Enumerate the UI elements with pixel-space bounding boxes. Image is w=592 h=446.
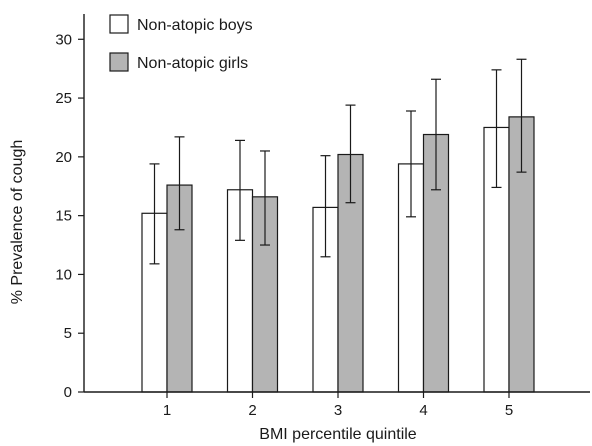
- axes: 1 2 3 4 5 0 5 10 15 20 25 30: [55, 14, 590, 419]
- y-tick-label-15: 15: [55, 208, 72, 225]
- y-tick-label-0: 0: [64, 384, 72, 401]
- legend-label-girls: Non-atopic girls: [137, 55, 248, 72]
- y-tick-label-25: 25: [55, 90, 72, 107]
- x-tick-label-1: 1: [163, 402, 171, 419]
- y-tick-label-5: 5: [64, 325, 72, 342]
- legend-swatch-boys: [109, 14, 129, 34]
- x-tick-label-4: 4: [419, 402, 427, 419]
- legend: Non-atopic boys Non-atopic girls: [109, 14, 253, 72]
- y-axis-title: % Prevalence of cough: [9, 140, 26, 305]
- x-tick-label-5: 5: [505, 402, 513, 419]
- y-tick-label-30: 30: [55, 31, 72, 48]
- y-tick-label-10: 10: [55, 266, 72, 283]
- x-tick-label-2: 2: [248, 402, 256, 419]
- plot-area: [141, 58, 535, 393]
- legend-label-boys: Non-atopic boys: [137, 17, 253, 34]
- y-tick-label-20: 20: [55, 149, 72, 166]
- x-axis-title: BMI percentile quintile: [259, 426, 417, 443]
- legend-swatch-girls: [109, 52, 129, 72]
- x-tick-label-3: 3: [334, 402, 342, 419]
